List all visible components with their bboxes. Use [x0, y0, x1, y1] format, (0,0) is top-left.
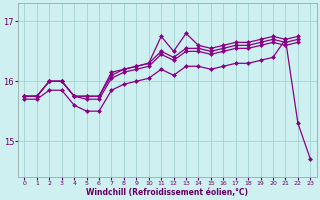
X-axis label: Windchill (Refroidissement éolien,°C): Windchill (Refroidissement éolien,°C)	[86, 188, 248, 197]
